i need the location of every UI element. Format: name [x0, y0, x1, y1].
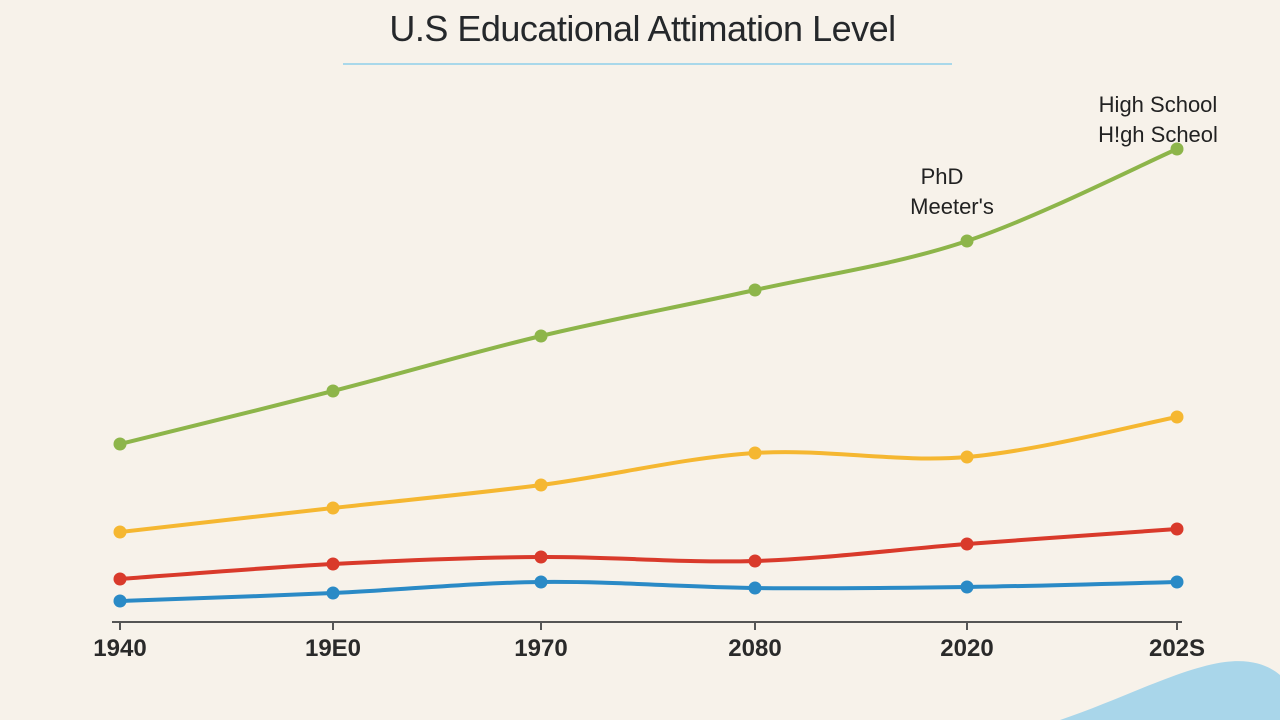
data-point: [748, 283, 762, 297]
data-point: [113, 437, 127, 451]
data-point: [1170, 522, 1184, 536]
annotation-high-school-2: H!gh Scheol: [1098, 122, 1218, 147]
data-point: [748, 446, 762, 460]
data-point: [534, 575, 548, 589]
corner-wave-decoration: [1060, 661, 1280, 720]
data-point: [113, 525, 127, 539]
annotation-high-school-1: High School: [1099, 92, 1218, 117]
x-tick-label: 1940: [93, 635, 146, 662]
data-point: [960, 450, 974, 464]
x-tick-label: 202S: [1149, 635, 1205, 662]
data-point: [1170, 410, 1184, 424]
data-point: [326, 384, 340, 398]
data-point: [326, 557, 340, 571]
data-point: [113, 594, 127, 608]
data-point: [748, 581, 762, 595]
x-tick-label: 2020: [940, 635, 993, 662]
chart-title: U.S Educational Attimation Level: [389, 8, 896, 49]
data-point: [960, 234, 974, 248]
x-tick-label: 2080: [728, 635, 781, 662]
annotation-masters: Meeter's: [910, 194, 994, 219]
data-point: [1170, 575, 1184, 589]
x-tick-label: 1970: [514, 635, 567, 662]
data-point: [1170, 142, 1184, 156]
title-underline: [343, 63, 952, 65]
data-point: [748, 554, 762, 568]
data-point: [326, 501, 340, 515]
series-line-1: [119, 415, 1178, 534]
data-point: [534, 329, 548, 343]
x-tick-label: 19E0: [305, 635, 361, 662]
data-point: [534, 550, 548, 564]
data-point: [326, 586, 340, 600]
data-point: [534, 478, 548, 492]
annotation-phd: PhD: [921, 164, 964, 189]
data-point: [960, 580, 974, 594]
data-point: [960, 537, 974, 551]
series-line-0: [119, 147, 1178, 446]
series-line-2: [119, 527, 1178, 581]
data-point: [113, 572, 127, 586]
series-line-3: [119, 579, 1178, 603]
